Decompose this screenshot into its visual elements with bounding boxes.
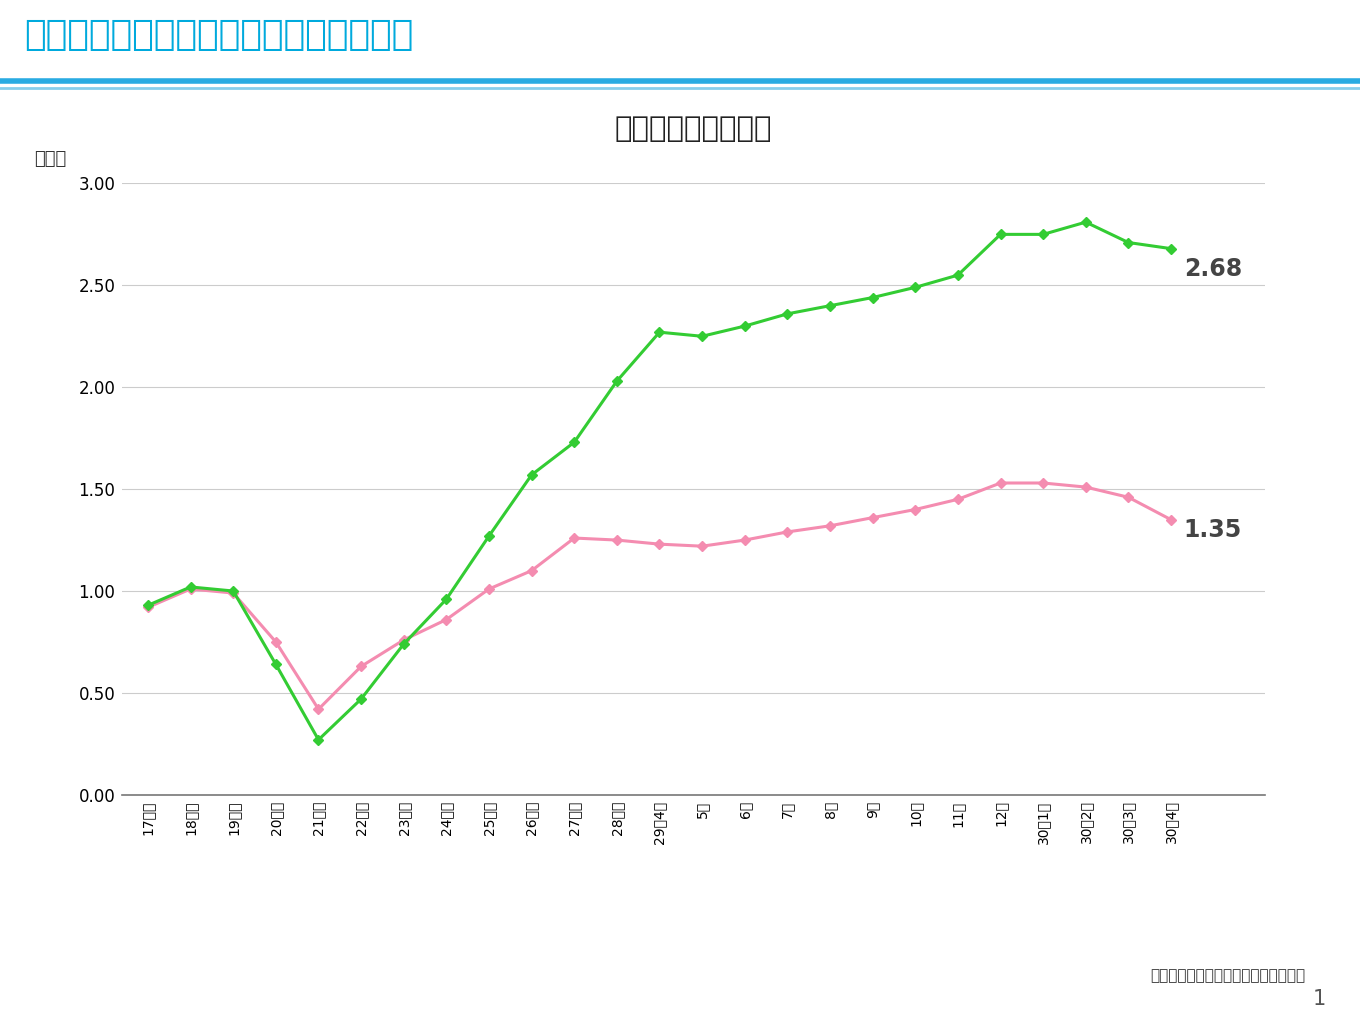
Text: トラックドライバー不足の現状について: トラックドライバー不足の現状について (24, 18, 413, 52)
Text: 2.68: 2.68 (1183, 257, 1242, 281)
Text: 1.35: 1.35 (1183, 518, 1242, 542)
Text: 1: 1 (1312, 988, 1326, 1009)
Text: 有効求人倍率の推移: 有効求人倍率の推移 (615, 115, 772, 143)
Text: （倍）: （倍） (34, 150, 67, 168)
Text: 厚生労働省「職業安定業務統計」より: 厚生労働省「職業安定業務統計」より (1151, 968, 1306, 983)
